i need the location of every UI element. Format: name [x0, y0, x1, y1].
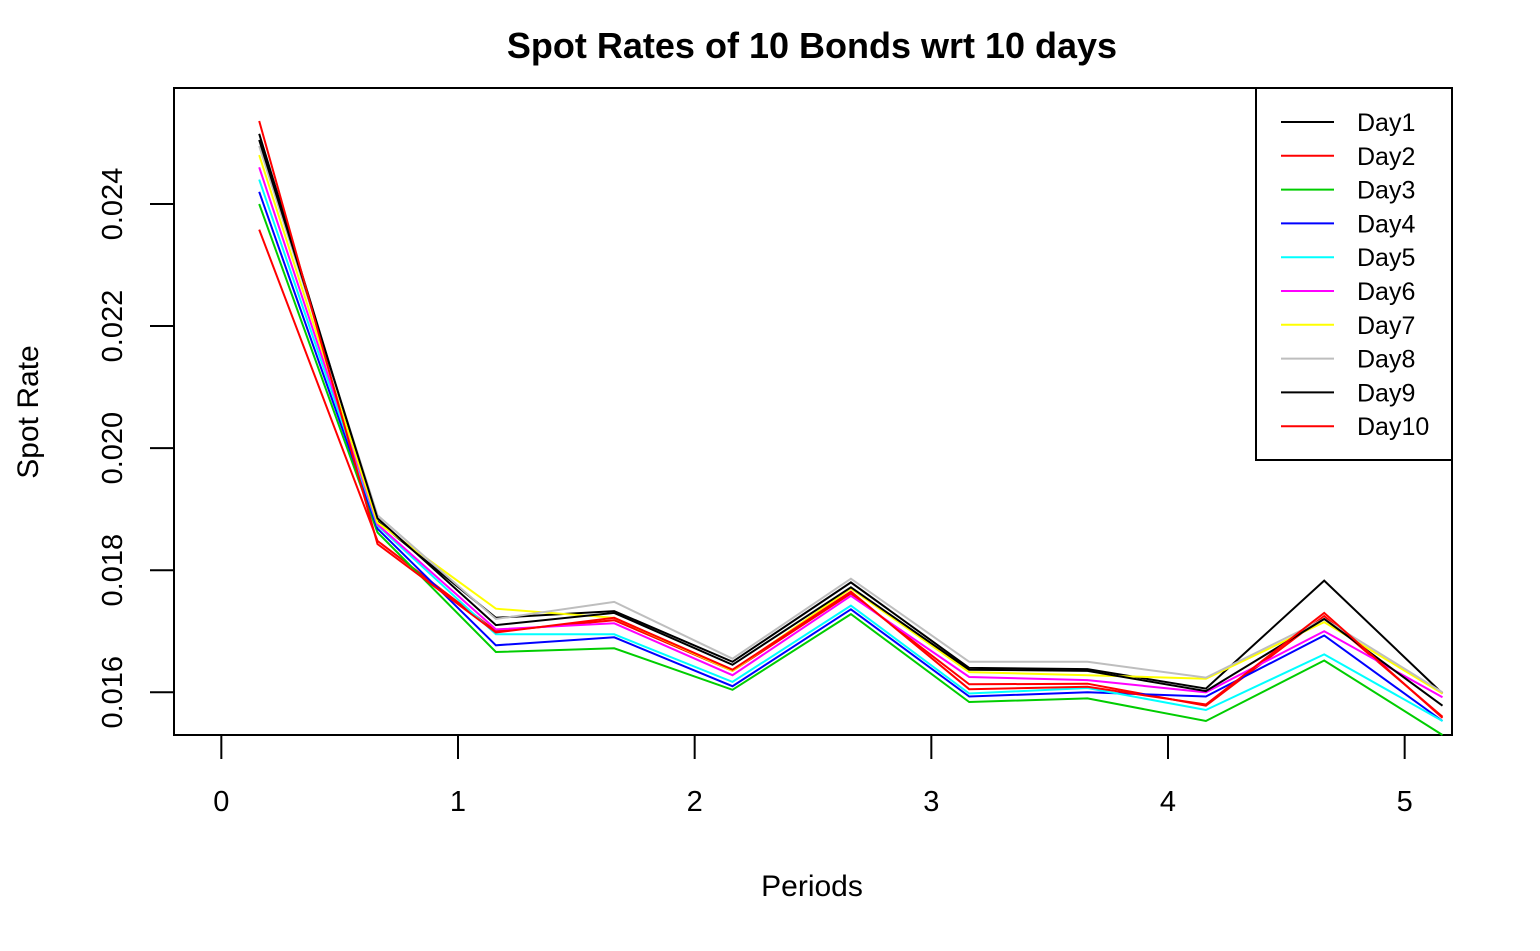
y-axis-title: Spot Rate — [12, 345, 45, 478]
y-tick-label: 0.022 — [97, 290, 129, 363]
legend-label: Day4 — [1357, 210, 1415, 238]
legend-label: Day9 — [1357, 379, 1415, 407]
series-line-day4 — [258, 191, 1444, 722]
legend-label: Day7 — [1357, 312, 1415, 340]
legend: Day1 Day2 Day3 Day4 Day5 Day6 Day7 Day8 Day9 Day1… — [1255, 87, 1453, 461]
x-tick-label: 5 — [1397, 786, 1413, 818]
series-line-day8 — [258, 145, 1444, 694]
y-tick-label: 0.018 — [97, 534, 129, 607]
y-tick-label: 0.020 — [97, 412, 129, 485]
x-tick-label: 0 — [213, 786, 229, 818]
x-tick-label: 4 — [1160, 786, 1176, 818]
legend-label: Day8 — [1357, 346, 1415, 374]
series-line-day3 — [258, 203, 1444, 736]
legend-label: Day1 — [1357, 109, 1415, 137]
series-layer — [258, 120, 1444, 736]
legend-label: Day2 — [1357, 143, 1415, 171]
legend-label: Day6 — [1357, 278, 1415, 306]
legend-box — [1255, 87, 1453, 461]
legend-label: Day5 — [1357, 244, 1415, 272]
plot-area — [173, 87, 1453, 736]
legend-label: Day3 — [1357, 177, 1415, 205]
series-line-day6 — [258, 166, 1443, 699]
y-axis: 0.016 0.018 0.020 0.022 0.024 — [97, 168, 175, 729]
x-tick-label: 2 — [687, 786, 703, 818]
series-line-day10 — [258, 120, 1444, 719]
chart-title: Spot Rates of 10 Bonds wrt 10 days — [507, 25, 1117, 66]
x-tick-label: 3 — [923, 786, 939, 818]
legend-label: Day10 — [1357, 413, 1429, 441]
series-line-day9 — [258, 139, 1444, 707]
y-tick-label: 0.024 — [97, 168, 129, 241]
x-tick-label: 1 — [450, 786, 466, 818]
x-axis-title: Periods — [761, 870, 863, 903]
y-tick-label: 0.016 — [97, 656, 129, 729]
x-axis: 0 1 2 3 4 5 — [213, 734, 1413, 818]
series-line-day5 — [258, 179, 1443, 722]
